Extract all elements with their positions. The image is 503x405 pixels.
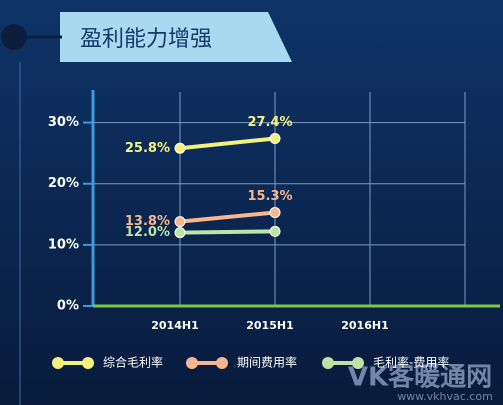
y-tick-label: 20% bbox=[48, 176, 79, 191]
point bbox=[174, 227, 186, 239]
legend-marker bbox=[352, 357, 364, 369]
legend-label: 毛利率-费用率 bbox=[373, 355, 449, 370]
legend-label: 期间费用率 bbox=[237, 355, 297, 370]
y-tick-label: 30% bbox=[48, 115, 79, 130]
title-banner bbox=[60, 12, 292, 62]
series-line bbox=[179, 229, 276, 235]
data-label: 13.8% bbox=[125, 214, 170, 229]
data-label: 25.8% bbox=[125, 141, 170, 156]
point bbox=[174, 142, 186, 154]
point bbox=[174, 216, 186, 228]
y-tick-label: 10% bbox=[48, 237, 79, 252]
legend-label: 综合毛利率 bbox=[103, 355, 163, 370]
legend-marker bbox=[216, 357, 228, 369]
title-dot bbox=[1, 24, 27, 50]
point bbox=[269, 225, 281, 237]
legend-marker bbox=[186, 357, 198, 369]
legend-marker bbox=[322, 357, 334, 369]
x-tick-label: 2014H1 bbox=[151, 319, 198, 332]
series-line bbox=[179, 136, 276, 151]
y-tick-label: 0% bbox=[57, 299, 79, 314]
legend-marker bbox=[52, 357, 64, 369]
watermark: VK客暖通网 bbox=[348, 362, 492, 393]
chart-title: 盈利能力增强 bbox=[80, 27, 212, 52]
x-tick-label: 2016H1 bbox=[341, 319, 388, 332]
x-tick-label: 2015H1 bbox=[246, 319, 293, 332]
point bbox=[269, 206, 281, 218]
watermark-url: www.vkhvac.com bbox=[397, 390, 493, 403]
data-label: 12.0% bbox=[125, 225, 170, 240]
data-label: 27.4% bbox=[247, 115, 292, 130]
legend-marker bbox=[82, 357, 94, 369]
series-line bbox=[179, 210, 276, 224]
point bbox=[269, 132, 281, 144]
data-label: 15.3% bbox=[247, 189, 292, 204]
